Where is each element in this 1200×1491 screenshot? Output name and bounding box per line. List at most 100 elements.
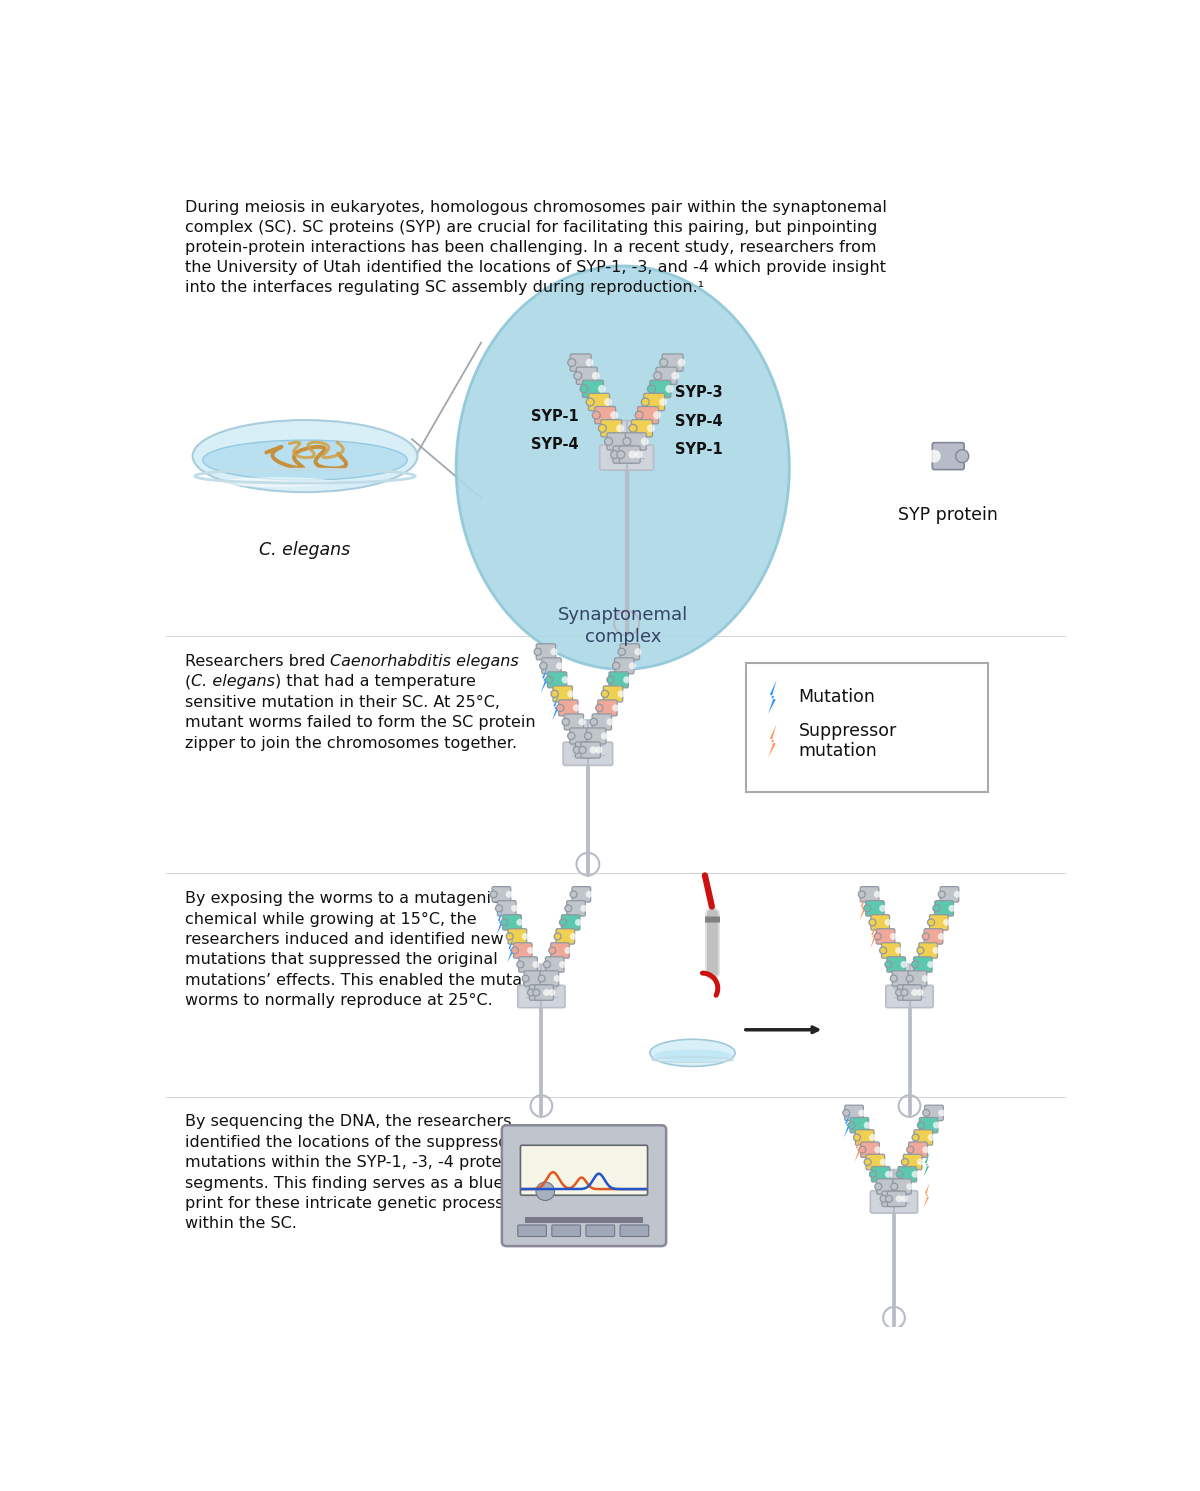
Circle shape (568, 732, 575, 740)
FancyBboxPatch shape (570, 353, 592, 371)
Circle shape (586, 359, 594, 367)
Text: C. elegans: C. elegans (191, 674, 275, 689)
FancyBboxPatch shape (521, 1145, 648, 1196)
Circle shape (660, 359, 667, 367)
Circle shape (869, 918, 876, 926)
FancyBboxPatch shape (619, 446, 640, 464)
FancyBboxPatch shape (856, 1130, 874, 1145)
Circle shape (578, 747, 586, 753)
Circle shape (593, 412, 600, 419)
Circle shape (659, 398, 667, 406)
FancyBboxPatch shape (902, 986, 922, 1000)
FancyBboxPatch shape (935, 901, 954, 915)
FancyBboxPatch shape (607, 432, 628, 450)
Circle shape (875, 1182, 882, 1190)
Circle shape (671, 371, 679, 380)
FancyBboxPatch shape (925, 1105, 943, 1121)
Ellipse shape (203, 440, 407, 480)
Circle shape (874, 892, 881, 898)
FancyBboxPatch shape (620, 644, 640, 661)
FancyBboxPatch shape (540, 971, 559, 986)
FancyBboxPatch shape (871, 1166, 890, 1182)
FancyBboxPatch shape (600, 444, 654, 470)
Text: mutations that suppressed the original: mutations that suppressed the original (185, 953, 498, 968)
FancyBboxPatch shape (908, 1142, 928, 1157)
FancyBboxPatch shape (503, 914, 521, 930)
Polygon shape (924, 1153, 930, 1176)
Circle shape (617, 425, 624, 432)
Circle shape (629, 450, 636, 459)
FancyBboxPatch shape (886, 986, 934, 1008)
Polygon shape (844, 1112, 850, 1138)
FancyBboxPatch shape (866, 1154, 884, 1170)
Ellipse shape (193, 420, 418, 492)
FancyBboxPatch shape (575, 743, 595, 757)
Circle shape (647, 425, 655, 432)
Circle shape (928, 450, 941, 462)
FancyBboxPatch shape (601, 419, 622, 437)
Text: During meiosis in eukaryotes, homologous chromosomes pair within the synaptonema: During meiosis in eukaryotes, homologous… (185, 200, 887, 295)
FancyBboxPatch shape (566, 901, 586, 915)
Polygon shape (859, 896, 865, 920)
Circle shape (884, 962, 892, 968)
FancyBboxPatch shape (559, 699, 578, 716)
FancyBboxPatch shape (893, 1179, 911, 1194)
Circle shape (937, 933, 944, 939)
Circle shape (895, 947, 902, 954)
Circle shape (948, 905, 955, 912)
FancyBboxPatch shape (514, 942, 532, 959)
Circle shape (858, 892, 865, 898)
FancyBboxPatch shape (882, 1191, 901, 1206)
Text: ) that had a temperature: ) that had a temperature (275, 674, 476, 689)
Circle shape (575, 918, 582, 926)
Circle shape (586, 398, 594, 406)
Circle shape (559, 918, 566, 926)
Circle shape (528, 989, 534, 996)
Circle shape (641, 437, 649, 446)
Circle shape (568, 359, 576, 367)
Circle shape (912, 1135, 919, 1141)
Circle shape (880, 905, 886, 912)
Circle shape (618, 690, 625, 698)
Ellipse shape (456, 265, 790, 669)
FancyBboxPatch shape (524, 971, 542, 986)
Text: mutations within the SYP-1, -3, -4 protein: mutations within the SYP-1, -3, -4 prote… (185, 1156, 516, 1170)
Text: SYP-4: SYP-4 (530, 437, 578, 452)
Text: identified the locations of the suppressor: identified the locations of the suppress… (185, 1135, 515, 1150)
Circle shape (604, 398, 612, 406)
FancyBboxPatch shape (556, 929, 575, 944)
Text: (: ( (185, 674, 191, 689)
Circle shape (551, 649, 558, 656)
Circle shape (612, 662, 619, 669)
FancyBboxPatch shape (620, 1226, 649, 1236)
Circle shape (875, 933, 881, 939)
Circle shape (584, 732, 592, 740)
Text: segments. This finding serves as a blue-: segments. This finding serves as a blue- (185, 1176, 509, 1191)
Circle shape (858, 1109, 865, 1117)
Circle shape (617, 450, 625, 459)
Polygon shape (768, 680, 776, 714)
Circle shape (601, 732, 608, 740)
Circle shape (490, 892, 497, 898)
Text: worms to normally reproduce at 25°C.: worms to normally reproduce at 25°C. (185, 993, 493, 1008)
FancyBboxPatch shape (587, 728, 606, 744)
Circle shape (918, 1121, 924, 1129)
Circle shape (592, 371, 600, 380)
Circle shape (559, 962, 566, 968)
FancyBboxPatch shape (518, 957, 538, 972)
Circle shape (917, 947, 924, 954)
Circle shape (496, 905, 503, 912)
FancyBboxPatch shape (545, 957, 564, 972)
Circle shape (527, 947, 534, 954)
Circle shape (912, 1170, 918, 1178)
FancyBboxPatch shape (598, 699, 617, 716)
Circle shape (578, 719, 586, 726)
FancyBboxPatch shape (919, 942, 937, 959)
Circle shape (932, 1121, 940, 1129)
FancyBboxPatch shape (650, 380, 671, 398)
FancyBboxPatch shape (535, 986, 553, 1000)
Circle shape (612, 704, 619, 711)
Circle shape (923, 1147, 929, 1153)
FancyBboxPatch shape (871, 914, 889, 930)
FancyBboxPatch shape (631, 419, 653, 437)
